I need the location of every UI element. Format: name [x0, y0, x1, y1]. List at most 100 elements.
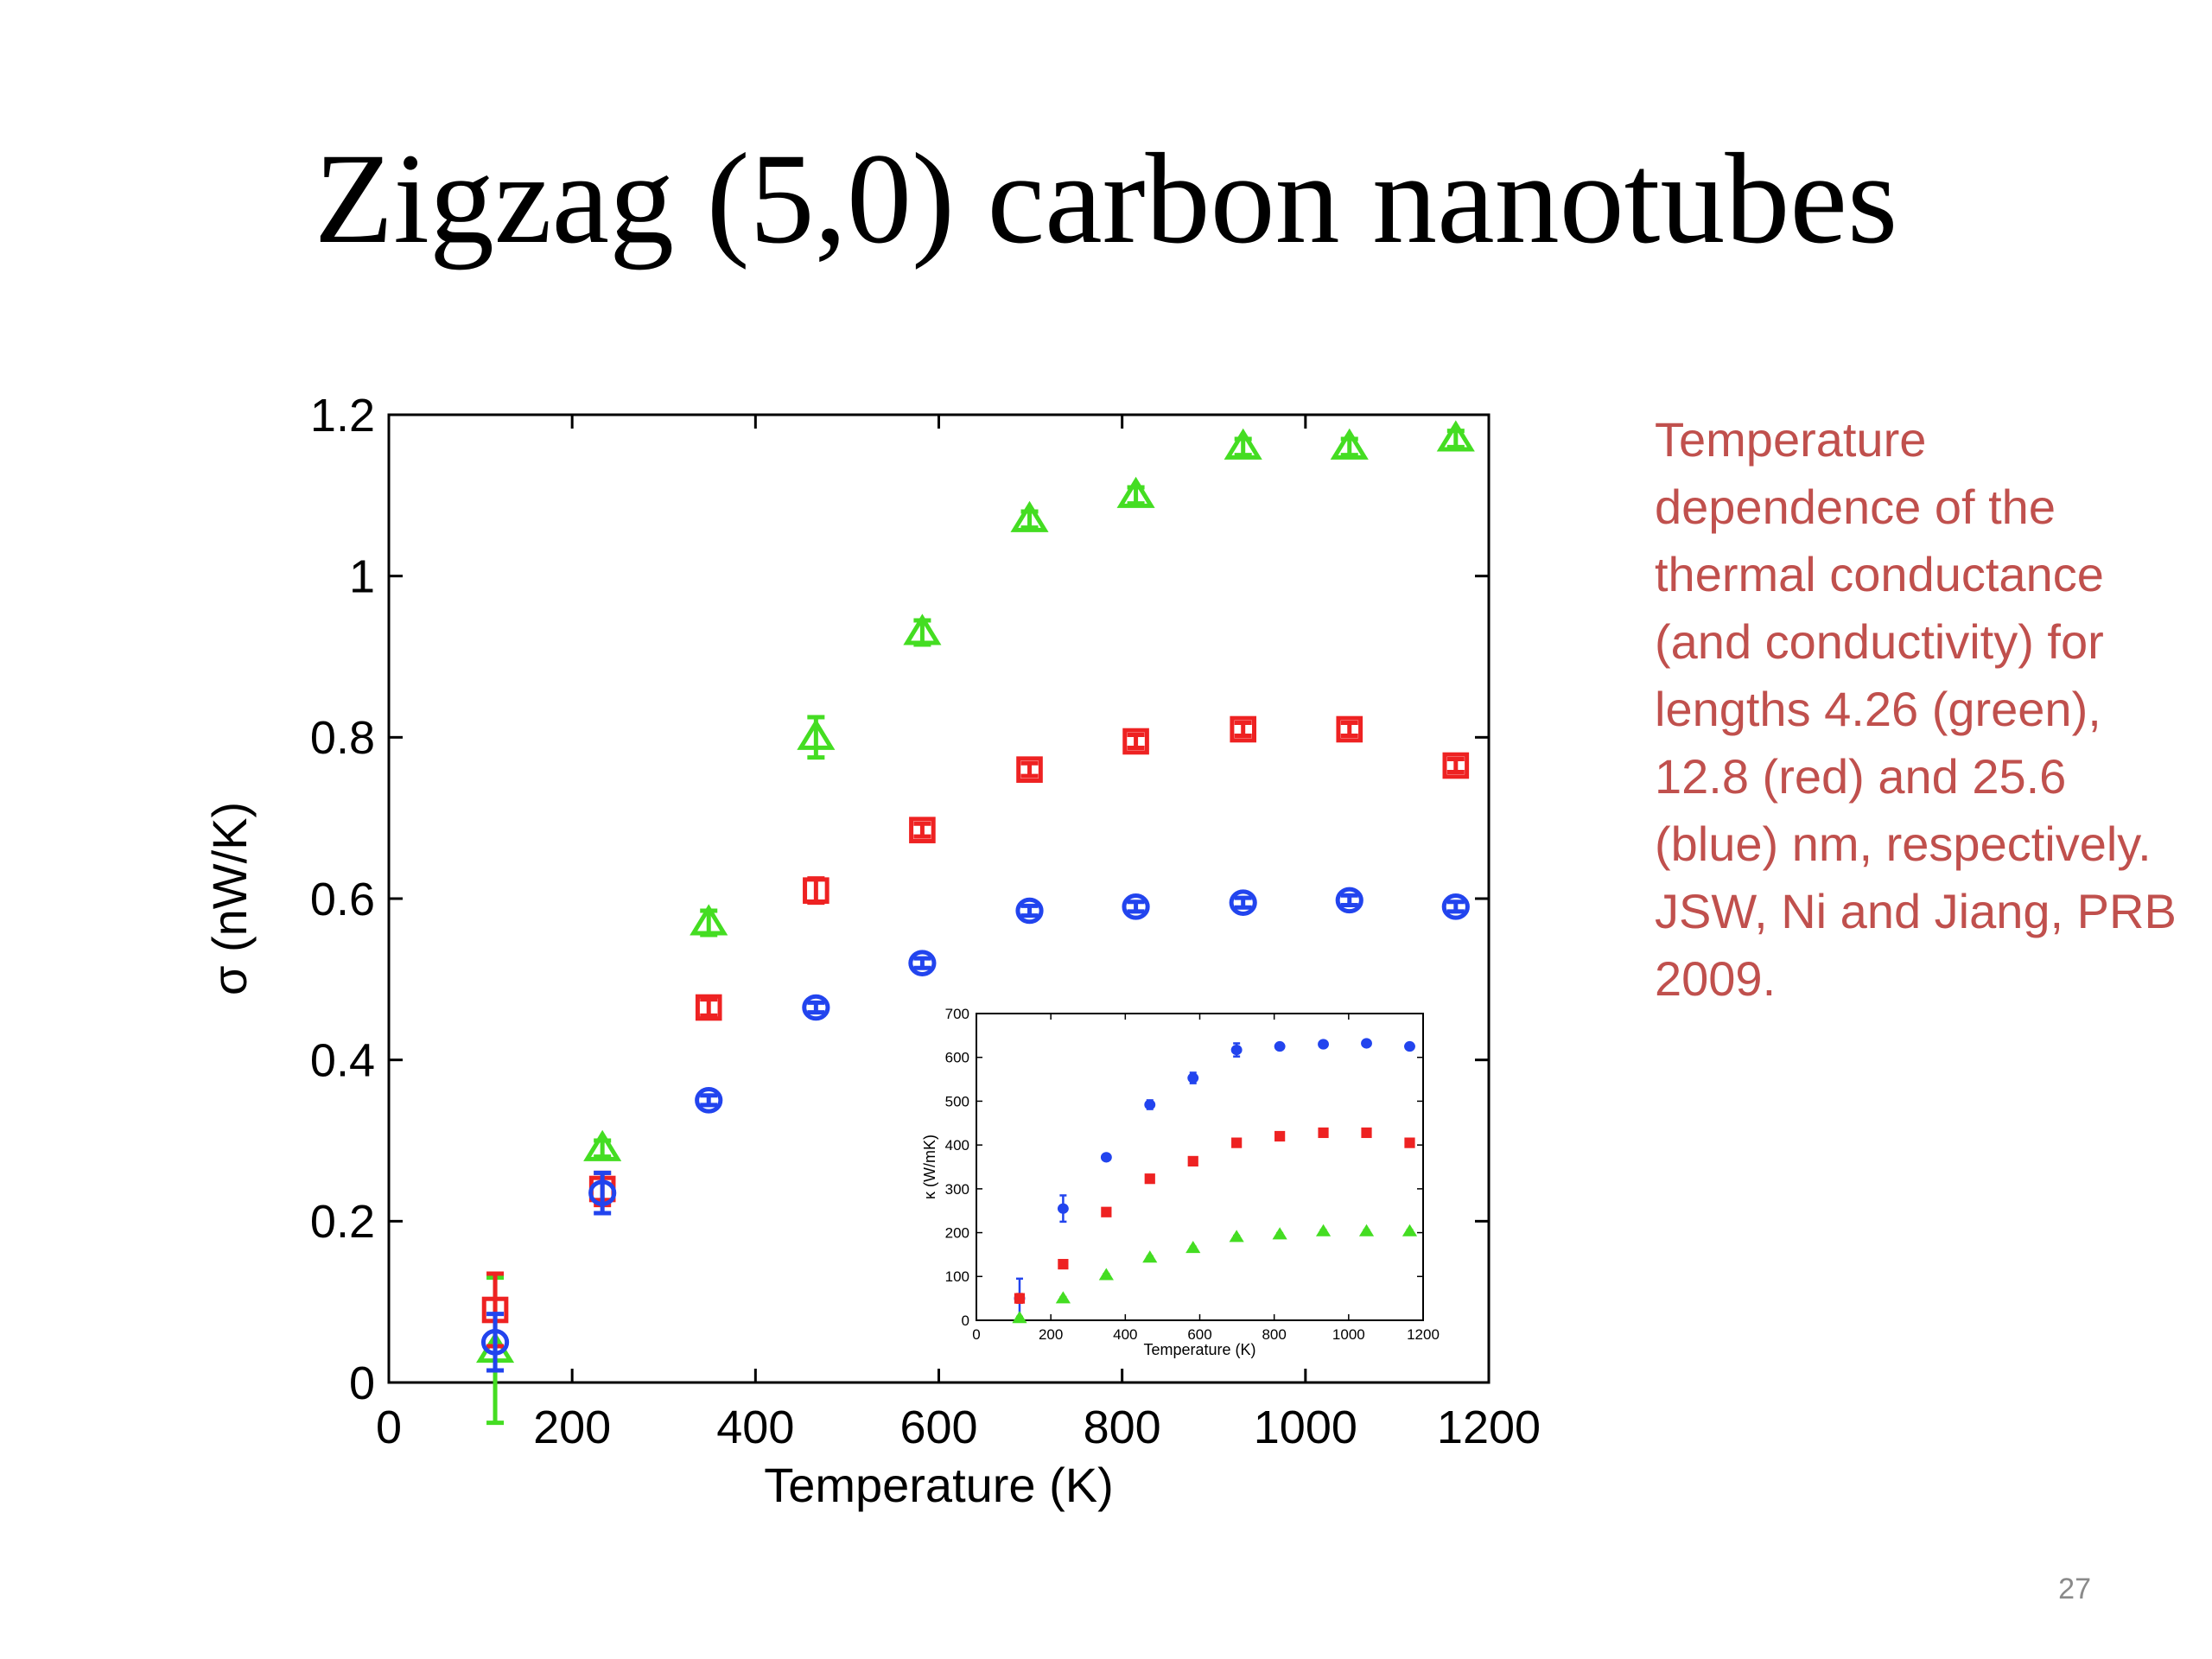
inset-y-tick-label: 0 — [962, 1313, 969, 1329]
main-y-tick-label: 0 — [349, 1357, 375, 1409]
main-point-triangle — [1010, 500, 1049, 532]
slide-number: 27 — [2058, 1573, 2091, 1605]
main-plot: 0 200 400 600 800 1000 120000.20.40.60.811.2Te… — [202, 390, 1541, 1512]
main-point-square — [1016, 756, 1043, 783]
inset-point-circle — [1230, 1044, 1243, 1056]
inset-point-triangle — [1142, 1250, 1158, 1263]
main-y-tick-label: 1.2 — [310, 390, 375, 442]
inset-x-tick-label: 0 — [972, 1326, 980, 1343]
main-point-circle — [1229, 889, 1257, 916]
inset-point-circle — [1187, 1072, 1199, 1084]
inset-point-square — [1058, 1258, 1069, 1270]
inset-point-circle — [1274, 1040, 1286, 1052]
inset-plot-background — [976, 1014, 1423, 1320]
main-series-3 — [480, 887, 1470, 1373]
main-point-circle — [480, 1329, 510, 1356]
inset-y-tick-label: 600 — [945, 1050, 969, 1066]
main-point-triangle — [1116, 476, 1155, 508]
inset-point-square — [1318, 1127, 1329, 1139]
main-point-circle — [908, 950, 937, 976]
inset-point-square — [1101, 1206, 1112, 1217]
main-point-square — [909, 817, 936, 843]
inset-point-circle — [1144, 1099, 1156, 1110]
inset-point-square — [1231, 1137, 1243, 1148]
main-point-triangle — [797, 718, 836, 750]
inset-point-triangle — [1098, 1268, 1114, 1281]
main-point-triangle — [1224, 428, 1262, 460]
inset-point-circle — [1361, 1038, 1372, 1049]
inset-x-tick-label: 1000 — [1332, 1326, 1365, 1343]
inset-plot: 0 200 400 600 800 1000 1200 0 100 200 300 400 500 600… — [921, 1006, 1440, 1358]
main-x-tick-label: 1200 — [1437, 1402, 1541, 1453]
inset-point-triangle — [1229, 1230, 1244, 1243]
main-x-tick-label: 200 — [533, 1402, 611, 1453]
main-point-circle — [802, 994, 830, 1021]
main-point-circle — [695, 1087, 723, 1114]
inset-x-axis-title: Temperature (K) — [1143, 1341, 1255, 1358]
inset-point-square — [1014, 1293, 1026, 1304]
main-point-triangle — [903, 613, 942, 645]
inset-series-1 — [1014, 1038, 1415, 1319]
main-y-tick-label: 0.8 — [310, 712, 375, 764]
main-point-circle — [1015, 897, 1044, 925]
inset-point-circle — [1100, 1152, 1112, 1163]
inset-point-circle — [1404, 1040, 1415, 1052]
inset-y-tick-label: 700 — [945, 1006, 969, 1022]
main-point-square — [1336, 715, 1363, 743]
main-point-triangle — [690, 904, 728, 936]
inset-point-square — [1404, 1137, 1415, 1148]
inset-point-triangle — [1185, 1241, 1201, 1254]
main-point-square — [695, 994, 722, 1021]
inset-point-triangle — [1358, 1224, 1375, 1236]
inset-point-triangle — [1272, 1227, 1287, 1240]
inset-point-circle — [1318, 1039, 1329, 1050]
main-point-square — [1230, 715, 1256, 743]
main-x-tick-label: 600 — [899, 1402, 977, 1453]
inset-y-tick-label: 400 — [945, 1137, 969, 1154]
main-x-tick-label: 0 — [376, 1402, 402, 1453]
main-point-square — [1122, 728, 1149, 755]
main-y-tick-label: 0.6 — [310, 874, 375, 925]
inset-x-tick-label: 800 — [1262, 1326, 1286, 1343]
main-point-circle — [1441, 893, 1470, 920]
inset-point-square — [1361, 1127, 1372, 1139]
main-x-tick-label: 400 — [716, 1402, 794, 1453]
main-point-triangle — [1436, 420, 1475, 452]
inset-series-2 — [1014, 1127, 1415, 1304]
main-point-circle — [588, 1179, 617, 1206]
inset-x-tick-label: 400 — [1113, 1326, 1137, 1343]
main-x-tick-label: 1000 — [1254, 1402, 1357, 1453]
inset-y-tick-label: 100 — [945, 1268, 969, 1285]
main-point-circle — [1122, 893, 1150, 920]
inset-point-square — [1187, 1155, 1198, 1167]
inset-y-tick-label: 500 — [945, 1093, 969, 1109]
inset-point-triangle — [1055, 1291, 1071, 1304]
inset-point-triangle — [1402, 1224, 1418, 1236]
inset-point-circle — [1057, 1203, 1069, 1214]
main-point-triangle — [1330, 428, 1369, 460]
main-y-tick-label: 0.4 — [310, 1035, 375, 1087]
main-x-axis-title: Temperature (K) — [764, 1458, 1114, 1512]
inset-y-axis-title: κ (W/mK) — [921, 1135, 938, 1199]
main-series-2 — [481, 715, 1470, 1349]
inset-point-triangle — [1315, 1224, 1332, 1236]
main-y-axis-title: σ (nW/K) — [202, 802, 257, 995]
main-point-square — [1442, 752, 1470, 779]
inset-point-square — [1274, 1130, 1286, 1142]
inset-series-3 — [1012, 1224, 1418, 1324]
main-point-triangle — [583, 1129, 622, 1161]
inset-y-tick-label: 200 — [945, 1225, 969, 1242]
inset-x-tick-label: 600 — [1187, 1326, 1211, 1343]
inset-point-triangle — [1012, 1311, 1027, 1324]
main-x-tick-label: 800 — [1084, 1402, 1161, 1453]
inset-point-square — [1144, 1173, 1155, 1185]
main-point-circle — [1335, 887, 1363, 914]
inset-x-tick-label: 1200 — [1407, 1326, 1440, 1343]
main-y-tick-label: 1 — [349, 551, 375, 603]
figure-caption: Temperature dependence of the thermal co… — [1655, 412, 2177, 1006]
inset-x-tick-label: 200 — [1039, 1326, 1063, 1343]
inset-y-tick-label: 300 — [945, 1181, 969, 1198]
main-point-square — [803, 877, 830, 904]
slide-title: Zigzag (5,0) carbon nanotubes — [314, 127, 1898, 270]
